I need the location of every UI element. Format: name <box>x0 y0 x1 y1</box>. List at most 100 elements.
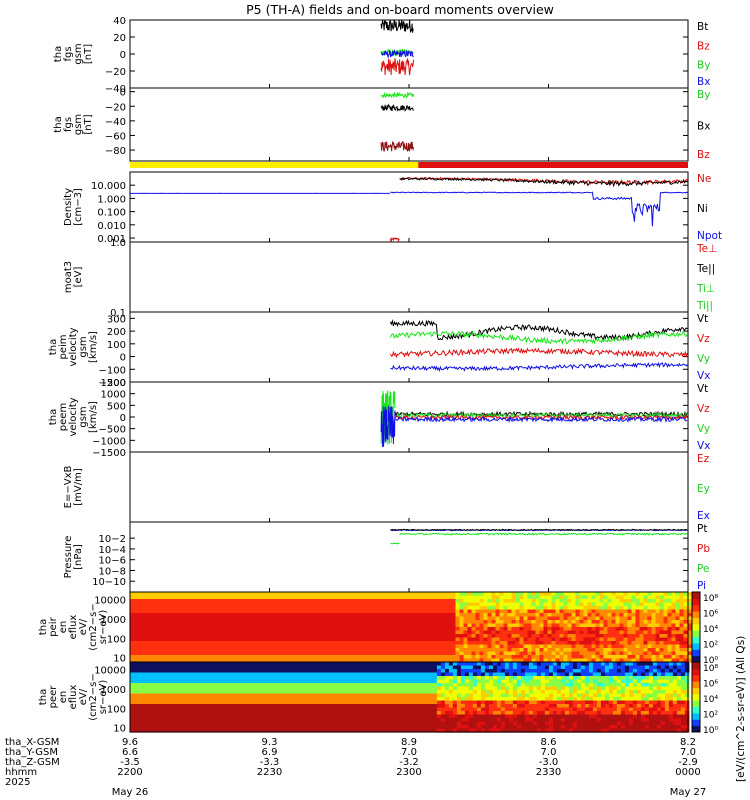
spectrogram-cell <box>440 676 446 681</box>
spectrogram-cell <box>523 627 528 632</box>
spectrogram-cell <box>615 602 620 607</box>
spectrogram-cell <box>647 655 652 660</box>
spectrogram-cell <box>496 683 502 688</box>
spectrogram-cell <box>556 728 562 733</box>
spectrogram-cell <box>583 616 588 621</box>
spectrogram-cell <box>552 665 558 670</box>
spectrogram-cell <box>568 714 574 719</box>
spectrogram-cell <box>672 711 678 716</box>
spectrogram-cell <box>663 641 668 646</box>
spectrogram-cell <box>520 728 526 733</box>
spectrogram-cell <box>603 637 608 642</box>
spectrogram-cell <box>588 690 594 695</box>
spectrogram-cell <box>512 686 518 691</box>
spectrogram-cell <box>663 599 668 604</box>
spectrogram-cell <box>491 609 496 614</box>
spectrogram-cell <box>616 700 622 705</box>
spectrogram-cell <box>475 644 480 649</box>
spectrogram-cell <box>587 609 592 614</box>
spectrogram-cell <box>460 679 466 684</box>
spectrogram-cell <box>643 620 648 625</box>
spectrogram-cell <box>515 599 520 604</box>
spectrogram-cell <box>527 651 532 656</box>
spectrogram-cell <box>655 658 660 663</box>
spectrogram-cell <box>512 690 518 695</box>
spectrogram-cell <box>484 728 490 733</box>
spectrogram-cell <box>579 630 584 635</box>
spectrogram-cell <box>579 658 584 663</box>
spectrogram-cell <box>499 599 504 604</box>
spectrogram-cell <box>552 711 558 716</box>
spectrogram-cell <box>515 641 520 646</box>
spectrogram-cell <box>508 686 514 691</box>
spectrogram-cell <box>684 700 690 705</box>
spectrogram-cell <box>579 651 584 656</box>
spectrogram-cell <box>460 704 466 709</box>
spectrogram-cell <box>559 616 564 621</box>
spectrogram-cell <box>556 711 562 716</box>
spectrogram-cell <box>607 623 612 628</box>
spectrogram-cell <box>572 672 578 677</box>
spectrogram-cell <box>619 630 624 635</box>
spectrogram-cell <box>480 704 486 709</box>
spectrogram-cell <box>592 662 598 667</box>
spectrogram-cell <box>595 641 600 646</box>
spectrogram-cell <box>519 655 524 660</box>
spectrogram-cell <box>599 606 604 611</box>
spectrogram-cell <box>655 641 660 646</box>
spectrogram-cell <box>575 644 580 649</box>
spectrogram-cell <box>671 630 676 635</box>
colorbar-cell <box>692 592 700 599</box>
spectrogram-cell <box>528 676 534 681</box>
spectrogram-cell <box>627 613 632 618</box>
spectrogram-cell <box>628 676 634 681</box>
spectrogram-cell <box>543 609 548 614</box>
spectrogram-cell <box>623 602 628 607</box>
spectrogram-cell <box>560 690 566 695</box>
spectrogram-cell <box>528 662 534 667</box>
spectrogram-cell <box>655 595 660 600</box>
spectrogram-cell <box>619 627 624 632</box>
spectrogram-cell <box>640 707 646 712</box>
spectrogram-cell <box>587 602 592 607</box>
spectrogram-cell <box>552 704 558 709</box>
spectrogram-band <box>130 683 688 688</box>
spectrogram-cell <box>455 620 460 625</box>
spectrogram-cell <box>624 665 630 670</box>
spectrogram-cell <box>676 679 682 684</box>
spectrogram-cell <box>507 637 512 642</box>
spectrogram-cell <box>455 592 460 597</box>
spectrogram-cell <box>452 721 458 726</box>
spectrogram-cell <box>579 616 584 621</box>
spectrogram-cell <box>660 693 666 698</box>
spectrogram-cell <box>504 721 510 726</box>
spectrogram-cell <box>560 718 566 723</box>
spectrogram-cell <box>588 707 594 712</box>
y-tick-label: 0 <box>120 50 126 61</box>
spectrogram-cell <box>524 697 530 702</box>
spectrogram-cell <box>483 623 488 628</box>
spectrogram-cell <box>524 721 530 726</box>
spectrogram-cell <box>611 592 616 597</box>
spectrogram-cell <box>523 595 528 600</box>
spectrogram-cell <box>599 616 604 621</box>
spectrogram-cell <box>627 627 632 632</box>
spectrogram-cell <box>672 693 678 698</box>
spectrogram-cell <box>479 623 484 628</box>
spectrogram-cell <box>484 697 490 702</box>
y-tick-label: 200 <box>107 327 126 338</box>
spectrogram-cell <box>664 665 670 670</box>
spectrogram-cell <box>460 665 466 670</box>
spectrogram-cell <box>503 592 508 597</box>
spectrogram-cell <box>455 627 460 632</box>
spectrogram-cell <box>556 718 562 723</box>
spectrogram-cell <box>675 641 680 646</box>
spectrogram-cell <box>543 627 548 632</box>
spectrogram-cell <box>512 683 518 688</box>
spectrogram-cell <box>639 641 644 646</box>
spectrogram-cell <box>500 672 506 677</box>
spectrogram-cell <box>523 609 528 614</box>
spectrogram-cell <box>495 648 500 653</box>
spectrogram-band <box>130 630 688 635</box>
spectrogram-cell <box>547 648 552 653</box>
